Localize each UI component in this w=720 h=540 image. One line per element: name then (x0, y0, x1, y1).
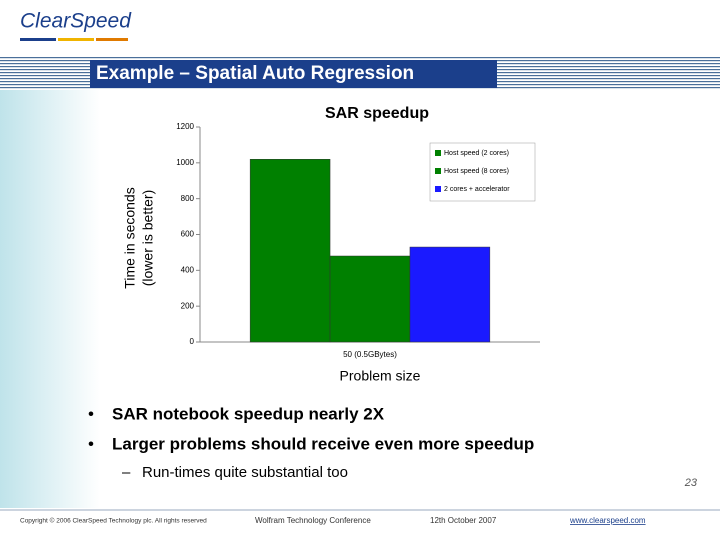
url[interactable]: www.clearspeed.com (569, 516, 646, 525)
legend-label: Host speed (8 cores) (444, 168, 509, 175)
date: 12th October 2007 (430, 516, 497, 525)
x-axis-title: Problem size (340, 368, 421, 384)
bullet-marker: • (88, 434, 94, 453)
legend-swatch (435, 150, 441, 156)
sub-bullet-marker: – (122, 464, 131, 481)
logo: ClearSpeed (20, 10, 132, 33)
legend-label: Host speed (2 cores) (444, 150, 509, 157)
title-band (90, 60, 497, 88)
bar (249, 159, 331, 343)
y-axis-title: (lower is better) (140, 190, 156, 286)
plot: 0 200 400 600 800 1000 1200 50 (0.5GBytes) Host … (176, 122, 540, 359)
sub-bullet: Run-times quite substantial too (142, 464, 348, 481)
x-tick-label: 50 (0.5GBytes) (343, 350, 397, 359)
page-number: 23 (684, 477, 698, 489)
bullet-marker: • (88, 404, 94, 423)
legend-swatch (435, 168, 441, 174)
legend-box (429, 142, 536, 202)
chart-title: SAR speedup (325, 105, 429, 122)
copyright: Copyright © 2006 ClearSpeed Technology p… (20, 517, 207, 525)
y-tick-label: 1000 (176, 158, 194, 167)
side-gradient (0, 58, 100, 508)
slide-title: Example – Spatial Auto Regression (96, 63, 414, 84)
event: Wolfram Technology Conference (255, 516, 371, 525)
bullet: Larger problems should receive even more… (112, 434, 534, 453)
logo-bar (96, 38, 128, 41)
y-tick-label: 800 (181, 194, 195, 203)
bar (409, 246, 491, 343)
bar (329, 255, 411, 343)
y-tick-label: 200 (181, 301, 195, 310)
bullet: SAR notebook speedup nearly 2X (112, 404, 385, 423)
y-tick-label: 600 (181, 230, 195, 239)
logo-bar (20, 38, 56, 41)
y-tick-label: 0 (190, 337, 195, 346)
logo-bar (58, 38, 94, 41)
y-axis-title: Time in seconds (122, 187, 138, 288)
legend-swatch (435, 186, 441, 192)
y-tick-label: 1200 (176, 122, 194, 131)
y-tick-label: 400 (181, 265, 195, 274)
legend-label: 2 cores + accelerator (444, 186, 510, 193)
